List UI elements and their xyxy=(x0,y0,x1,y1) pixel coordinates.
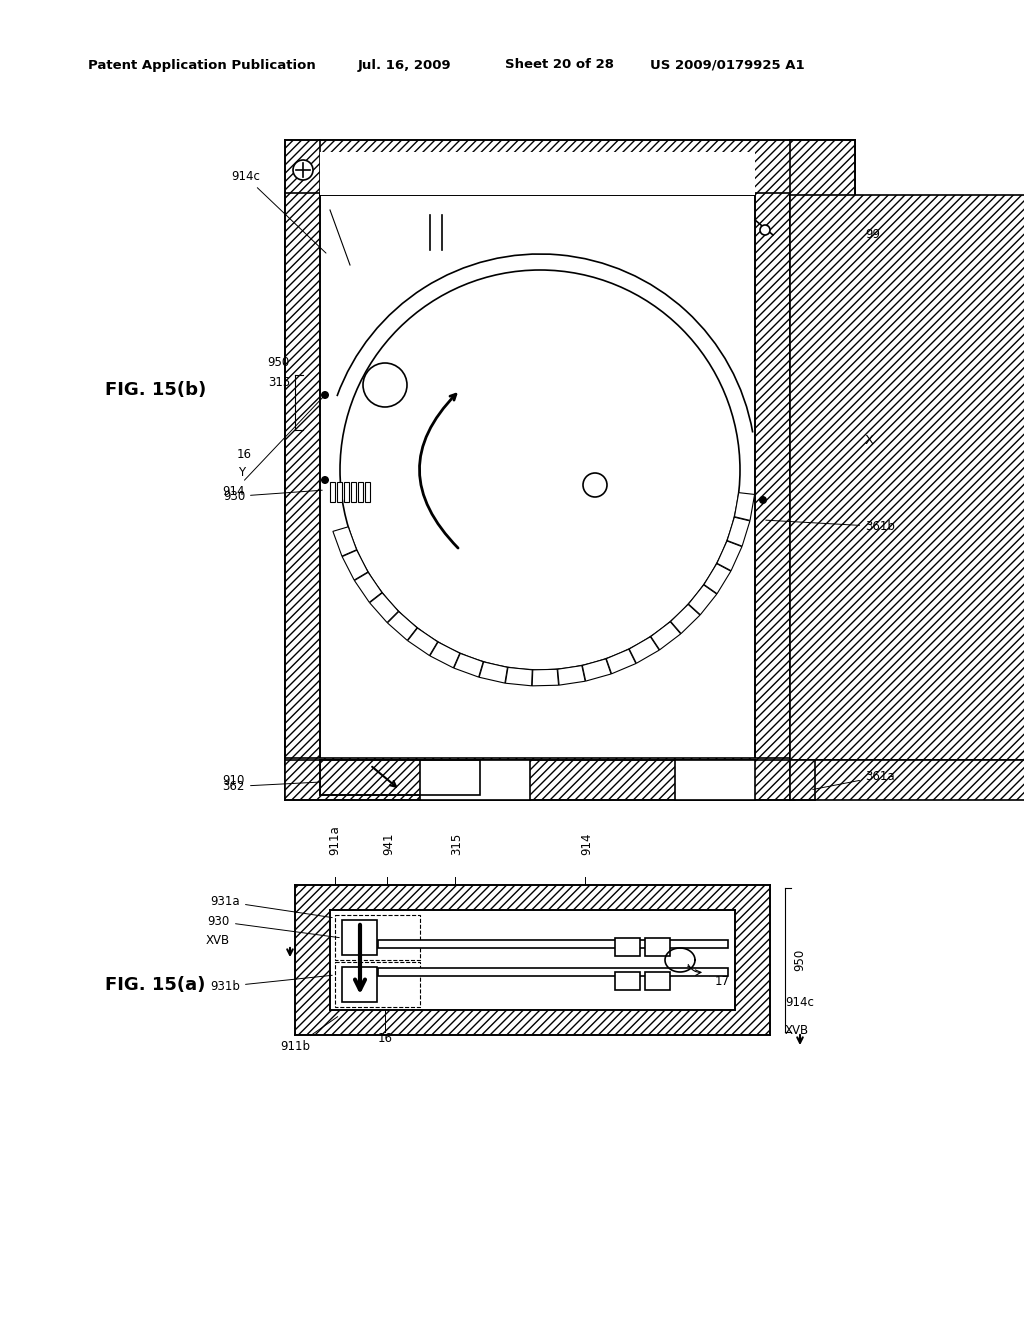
Text: 942: 942 xyxy=(380,486,402,499)
Text: 17: 17 xyxy=(687,966,730,987)
Text: US 2009/0179925 A1: US 2009/0179925 A1 xyxy=(650,58,805,71)
Text: FIG. 15(b): FIG. 15(b) xyxy=(105,381,206,399)
Bar xyxy=(319,760,480,795)
Text: 361a: 361a xyxy=(813,770,895,789)
Polygon shape xyxy=(703,564,731,594)
Polygon shape xyxy=(629,636,659,664)
Polygon shape xyxy=(333,527,356,556)
Polygon shape xyxy=(651,622,681,649)
Text: X: X xyxy=(865,433,874,446)
Bar xyxy=(335,915,420,960)
Polygon shape xyxy=(506,668,532,686)
Text: 930: 930 xyxy=(223,490,323,503)
Bar xyxy=(285,758,790,800)
Bar xyxy=(319,195,755,760)
Text: 362: 362 xyxy=(222,780,357,793)
Text: 931a: 931a xyxy=(210,895,332,917)
Polygon shape xyxy=(354,573,382,602)
Text: 950: 950 xyxy=(793,949,806,972)
Bar xyxy=(615,939,640,956)
Text: 914: 914 xyxy=(580,833,593,855)
Text: Patent Application Publication: Patent Application Publication xyxy=(88,58,315,71)
Polygon shape xyxy=(430,642,460,668)
Bar xyxy=(330,909,735,1010)
Circle shape xyxy=(760,224,770,235)
Bar xyxy=(319,152,755,195)
Bar xyxy=(645,939,670,956)
Polygon shape xyxy=(606,649,636,673)
Bar xyxy=(285,193,319,762)
Polygon shape xyxy=(671,605,700,634)
Circle shape xyxy=(759,496,767,504)
Text: 914c: 914c xyxy=(231,170,326,253)
Bar xyxy=(285,140,855,195)
Text: XVB: XVB xyxy=(206,933,230,946)
Circle shape xyxy=(340,271,740,671)
Bar xyxy=(790,140,855,224)
Polygon shape xyxy=(688,585,717,615)
Bar xyxy=(342,920,377,954)
Bar xyxy=(344,482,349,502)
Text: Y: Y xyxy=(238,466,245,479)
Circle shape xyxy=(293,160,313,180)
Polygon shape xyxy=(727,517,750,546)
Text: 911b: 911b xyxy=(280,1016,338,1053)
Text: 914c: 914c xyxy=(785,995,814,1008)
Bar xyxy=(378,940,728,948)
Polygon shape xyxy=(734,492,755,520)
Text: 315: 315 xyxy=(450,833,463,855)
Text: 911a: 911a xyxy=(328,825,341,855)
Polygon shape xyxy=(717,541,742,570)
Bar xyxy=(319,760,480,795)
Bar xyxy=(378,968,728,975)
Polygon shape xyxy=(583,659,611,681)
Text: 16: 16 xyxy=(378,1031,392,1044)
Bar xyxy=(790,195,1024,760)
Polygon shape xyxy=(342,550,368,579)
Bar xyxy=(420,760,530,800)
Text: FIG. 15(a): FIG. 15(a) xyxy=(105,975,206,994)
Bar xyxy=(335,962,420,1007)
Text: 941: 941 xyxy=(382,833,395,855)
Polygon shape xyxy=(558,665,585,685)
Text: 17a: 17a xyxy=(597,436,668,483)
Polygon shape xyxy=(532,669,558,686)
Bar xyxy=(755,193,790,762)
Circle shape xyxy=(583,473,607,498)
Text: J: J xyxy=(507,511,513,529)
Text: 99: 99 xyxy=(865,228,880,242)
Text: Sheet 20 of 28: Sheet 20 of 28 xyxy=(505,58,614,71)
Circle shape xyxy=(362,363,407,407)
Bar xyxy=(358,482,362,502)
Bar xyxy=(351,482,356,502)
Text: 361b: 361b xyxy=(766,520,895,533)
Circle shape xyxy=(321,391,329,399)
Circle shape xyxy=(321,477,329,484)
Polygon shape xyxy=(408,628,437,656)
Bar xyxy=(342,968,377,1002)
Text: 950: 950 xyxy=(267,356,290,370)
Bar xyxy=(615,972,640,990)
Bar xyxy=(330,482,335,502)
Bar xyxy=(337,482,342,502)
Polygon shape xyxy=(454,653,483,677)
Text: 910: 910 xyxy=(222,774,245,787)
Text: Jul. 16, 2009: Jul. 16, 2009 xyxy=(358,58,452,71)
Bar xyxy=(645,972,670,990)
Bar xyxy=(365,482,370,502)
Text: 931b: 931b xyxy=(210,975,332,993)
Bar xyxy=(675,760,755,800)
Polygon shape xyxy=(387,611,417,640)
Bar xyxy=(790,760,1024,800)
Text: 315: 315 xyxy=(267,376,290,389)
Bar xyxy=(295,884,770,1035)
Text: XVB: XVB xyxy=(785,1023,809,1036)
Text: 930: 930 xyxy=(208,915,339,937)
Text: 914: 914 xyxy=(222,397,324,498)
Polygon shape xyxy=(370,593,398,623)
Text: 16: 16 xyxy=(237,449,252,462)
Polygon shape xyxy=(479,661,508,684)
